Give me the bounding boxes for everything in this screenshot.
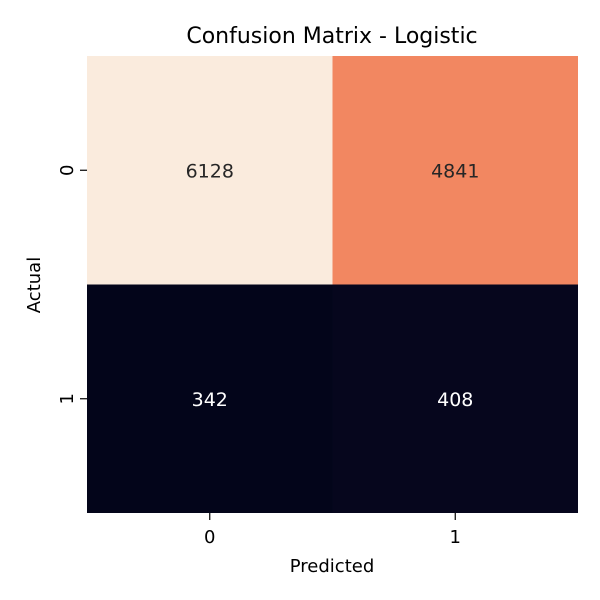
cell-value-r0-c0: 6128 — [186, 160, 234, 182]
cell-value-r0-c1: 4841 — [431, 160, 479, 182]
x-tick-label-1: 1 — [450, 527, 461, 548]
y-tick-label-0: 0 — [57, 165, 78, 176]
cell-value-r1-c1: 408 — [437, 389, 473, 411]
y-tick-label-1: 1 — [57, 393, 78, 404]
x-axis-label: Predicted — [290, 556, 375, 577]
heatmap-cell-r1-c1 — [332, 284, 578, 513]
heatmap-cell-r0-c1 — [332, 56, 578, 285]
cell-value-r1-c0: 342 — [192, 389, 228, 411]
heatmap-cell-r0-c0 — [87, 56, 333, 285]
x-tick-label-0: 0 — [204, 527, 215, 548]
heatmap-cells: 6128 4841 342 408 — [87, 56, 578, 513]
axis-ticks: 0 1 0 1 — [57, 165, 461, 548]
heatmap-cell-r1-c0 — [87, 284, 333, 513]
chart-title: Confusion Matrix - Logistic — [186, 24, 477, 49]
y-axis-label: Actual — [24, 257, 45, 313]
